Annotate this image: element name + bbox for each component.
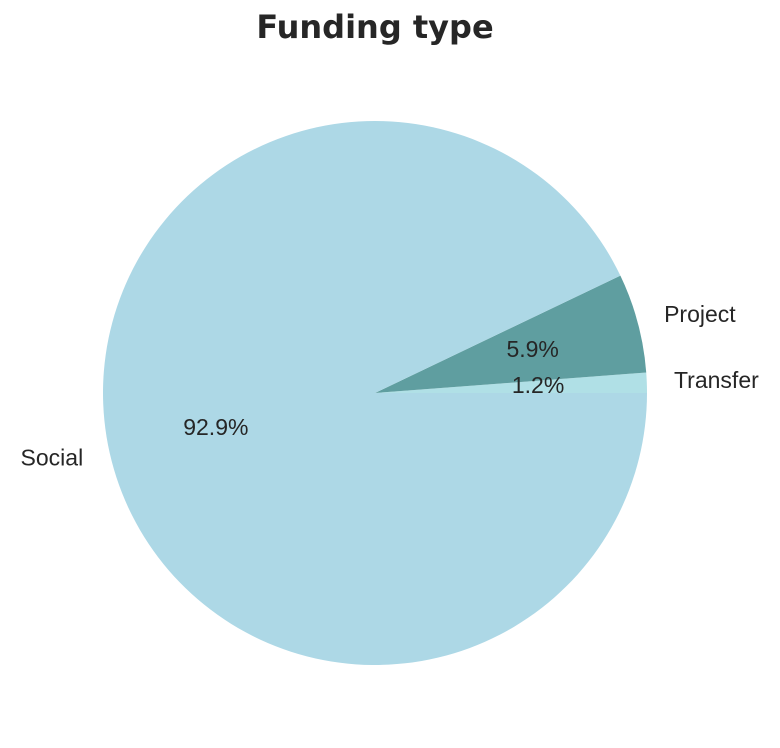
- slice-label-social: Social: [21, 444, 84, 470]
- slice-label-project: Project: [664, 301, 736, 327]
- slice-percent-project: 5.9%: [506, 336, 558, 362]
- pie-slice-transfer: [375, 372, 647, 393]
- slice-percent-social: 92.9%: [183, 414, 248, 440]
- slice-label-transfer: Transfer: [674, 367, 759, 393]
- slice-percent-transfer: 1.2%: [512, 372, 564, 398]
- chart-title: Funding type: [256, 8, 494, 46]
- pie-slice-project: [375, 275, 647, 393]
- pie-slice-social: [102, 120, 647, 665]
